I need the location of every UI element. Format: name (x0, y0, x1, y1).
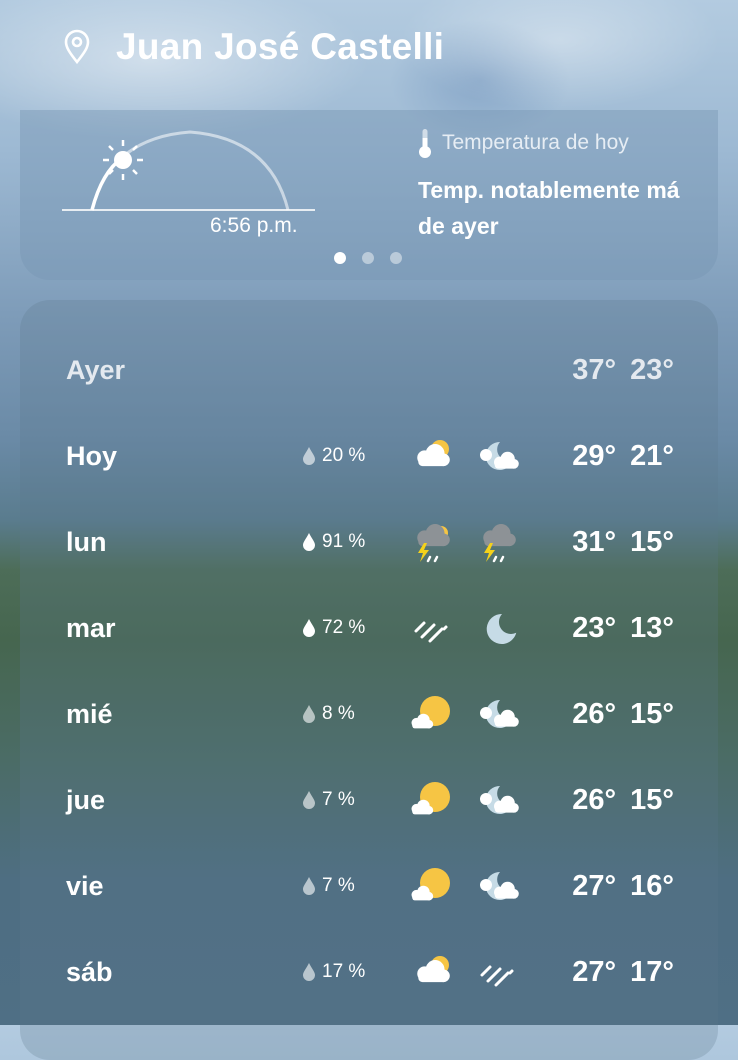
high-temp: 26° (572, 697, 617, 730)
temperature-range: 37° 23° (572, 354, 674, 387)
forecast-row[interactable]: jue 7 % 26° 15° (20, 775, 718, 825)
temperature-range: 29° 21° (572, 440, 674, 473)
high-temp: 31° (572, 525, 617, 558)
high-temp: 23° (572, 611, 617, 644)
low-temp: 17° (630, 955, 674, 988)
today-summary-line1: Temp. notablemente má (418, 177, 680, 203)
location-pin-icon (64, 29, 90, 65)
day-label: sáb (66, 956, 113, 987)
mostly-sunny-icon (411, 782, 450, 815)
precipitation-value: 8 % (322, 703, 355, 724)
rain-icon (480, 965, 514, 987)
cloudy-night-icon (480, 871, 519, 900)
today-summary-line2: de ayer (418, 213, 499, 239)
cloudy-night-icon (480, 785, 519, 814)
low-temp: 23° (630, 353, 674, 386)
low-temp: 15° (630, 525, 674, 558)
forecast-row[interactable]: mar 72 % 23° 13° (20, 603, 718, 653)
high-temp: 26° (572, 783, 617, 816)
rain-icon (414, 621, 448, 643)
day-label: vie (66, 870, 104, 901)
forecast-row[interactable]: sáb 17 % 27° 17° (20, 947, 718, 997)
pager-dot[interactable] (390, 252, 402, 264)
today-summary: Temp. notablemente má de ayer (418, 172, 718, 244)
cloudy-night-icon (480, 699, 519, 728)
temperature-range: 27° 16° (572, 870, 674, 903)
location-title: Juan José Castelli (116, 26, 445, 67)
raindrop-icon (303, 619, 315, 637)
mostly-sunny-icon (411, 696, 450, 729)
temperature-range: 26° 15° (572, 698, 674, 731)
day-label: jue (66, 784, 106, 815)
day-label: mar (66, 612, 116, 643)
precipitation: 72 % (302, 617, 365, 639)
temperature-range: 23° 13° (572, 612, 674, 645)
precipitation: 7 % (302, 789, 355, 811)
high-temp: 27° (572, 955, 617, 988)
forecast-row[interactable]: lun 91 % 31° 15° (20, 517, 718, 567)
high-temp: 37° (572, 353, 617, 386)
partly-cloudy-icon (417, 440, 450, 467)
precipitation-value: 20 % (322, 445, 366, 466)
precipitation: 17 % (302, 961, 365, 983)
temperature-range: 26° 15° (572, 784, 674, 817)
low-temp: 15° (630, 783, 674, 816)
precipitation: 8 % (302, 703, 355, 725)
day-label: lun (66, 526, 107, 557)
low-temp: 16° (630, 869, 674, 902)
raindrop-icon (303, 791, 315, 809)
today-label: Temperatura de hoy (442, 131, 629, 154)
temperature-range: 31° 15° (572, 526, 674, 559)
precipitation: 7 % (302, 875, 355, 897)
moon-icon (486, 613, 517, 644)
day-label: mié (66, 698, 113, 729)
thunderstorm-icon (483, 524, 516, 563)
day-label: Hoy (66, 440, 118, 471)
forecast-row[interactable]: mié 8 % 26° 15° (20, 689, 718, 739)
temperature-range: 27° 17° (572, 956, 674, 989)
forecast-row[interactable]: Hoy 20 % 29° 21° (20, 431, 718, 481)
raindrop-icon (303, 963, 315, 981)
sky-background (0, 0, 738, 300)
low-temp: 21° (630, 439, 674, 472)
precipitation-value: 17 % (322, 961, 366, 982)
day-label: Ayer (66, 354, 126, 385)
precipitation-value: 7 % (322, 789, 355, 810)
carousel-pager[interactable] (334, 252, 402, 264)
location-header[interactable]: Juan José Castelli (62, 26, 444, 68)
mostly-sunny-icon (411, 868, 450, 901)
partly-cloudy-icon (417, 956, 450, 983)
high-temp: 29° (572, 439, 617, 472)
daily-forecast-card[interactable]: Ayer 37° 23° Hoy 20 % 29° 21° lun 91 % 31° 15° m… (20, 300, 718, 1060)
forecast-row[interactable]: Ayer 37° 23° (20, 345, 718, 395)
precipitation: 20 % (302, 445, 365, 467)
thunderstorm-day-icon (417, 524, 450, 563)
today-temperature-card: Temperatura de hoy Temp. notablemente má… (418, 128, 718, 244)
sunset-arc-icon (62, 130, 315, 211)
low-temp: 13° (630, 611, 674, 644)
pager-dot[interactable] (334, 252, 346, 264)
pager-dot[interactable] (362, 252, 374, 264)
sunset-time: 6:56 p.m. (210, 214, 298, 237)
precipitation-value: 7 % (322, 875, 355, 896)
precipitation: 91 % (302, 531, 365, 553)
high-temp: 27° (572, 869, 617, 902)
precipitation-value: 91 % (322, 531, 366, 552)
cloudy-night-icon (480, 441, 519, 470)
thermometer-icon (419, 129, 431, 158)
raindrop-icon (303, 447, 315, 465)
info-carousel[interactable]: 6:56 p.m. Temperatura de hoy Temp. notab… (20, 110, 718, 280)
raindrop-icon (303, 705, 315, 723)
raindrop-icon (303, 533, 315, 551)
forecast-row[interactable]: vie 7 % 27° 16° (20, 861, 718, 911)
low-temp: 15° (630, 697, 674, 730)
raindrop-icon (303, 877, 315, 895)
precipitation-value: 72 % (322, 617, 366, 638)
